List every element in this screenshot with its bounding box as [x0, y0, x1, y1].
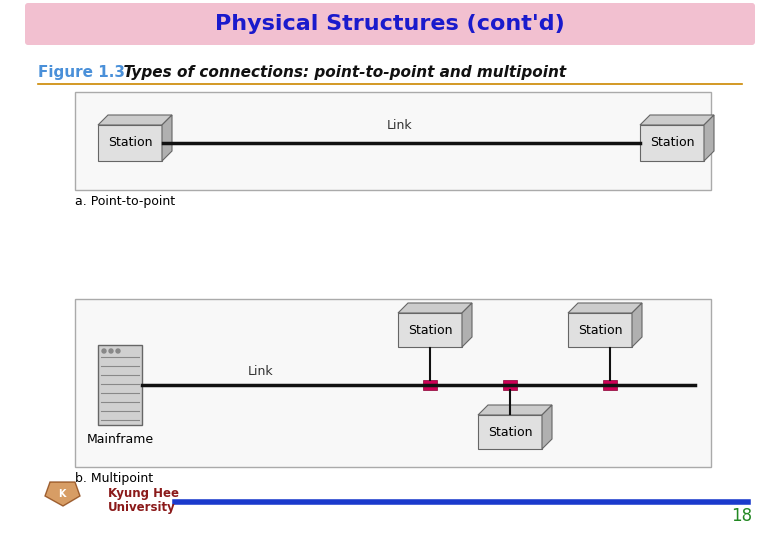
Polygon shape: [45, 482, 80, 506]
Polygon shape: [640, 115, 714, 125]
Text: K: K: [58, 489, 66, 499]
Polygon shape: [542, 405, 552, 449]
FancyBboxPatch shape: [640, 125, 704, 161]
FancyBboxPatch shape: [478, 415, 542, 449]
Text: Station: Station: [108, 137, 152, 150]
Text: Station: Station: [578, 323, 622, 336]
FancyBboxPatch shape: [75, 299, 711, 467]
Text: Kyung Hee: Kyung Hee: [108, 488, 179, 501]
FancyBboxPatch shape: [398, 313, 462, 347]
Text: 18: 18: [731, 507, 752, 525]
Polygon shape: [398, 303, 472, 313]
Polygon shape: [478, 405, 552, 415]
Text: Types of connections: point-to-point and multipoint: Types of connections: point-to-point and…: [113, 64, 566, 79]
Polygon shape: [568, 303, 642, 313]
FancyBboxPatch shape: [98, 345, 142, 425]
Polygon shape: [632, 303, 642, 347]
Polygon shape: [462, 303, 472, 347]
Text: Mainframe: Mainframe: [87, 433, 154, 446]
Circle shape: [116, 349, 120, 353]
FancyBboxPatch shape: [568, 313, 632, 347]
Circle shape: [109, 349, 113, 353]
Text: a. Point-to-point: a. Point-to-point: [75, 195, 176, 208]
Text: Station: Station: [408, 323, 452, 336]
FancyBboxPatch shape: [25, 3, 755, 45]
Polygon shape: [162, 115, 172, 161]
FancyBboxPatch shape: [603, 380, 617, 390]
FancyBboxPatch shape: [75, 92, 711, 190]
FancyBboxPatch shape: [503, 380, 517, 390]
Text: Link: Link: [387, 119, 413, 132]
Text: Station: Station: [650, 137, 694, 150]
Text: Station: Station: [488, 426, 532, 438]
Polygon shape: [704, 115, 714, 161]
Circle shape: [102, 349, 106, 353]
Text: Link: Link: [248, 365, 274, 378]
Text: Physical Structures (cont'd): Physical Structures (cont'd): [215, 14, 565, 34]
FancyBboxPatch shape: [98, 125, 162, 161]
FancyBboxPatch shape: [28, 482, 98, 518]
FancyBboxPatch shape: [423, 380, 437, 390]
Text: University: University: [108, 502, 176, 515]
Polygon shape: [98, 115, 172, 125]
Text: Figure 1.3: Figure 1.3: [38, 64, 125, 79]
Text: b. Multipoint: b. Multipoint: [75, 472, 153, 485]
